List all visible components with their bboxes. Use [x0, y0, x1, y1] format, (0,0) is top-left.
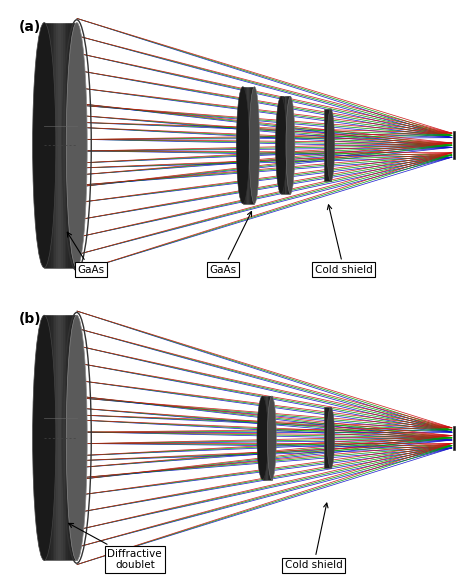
Polygon shape	[268, 396, 269, 480]
Polygon shape	[77, 23, 78, 268]
Polygon shape	[65, 23, 66, 268]
Polygon shape	[72, 315, 73, 560]
Polygon shape	[55, 315, 56, 560]
Polygon shape	[44, 315, 46, 560]
Polygon shape	[266, 396, 267, 480]
Polygon shape	[44, 315, 77, 560]
Ellipse shape	[33, 315, 56, 560]
Polygon shape	[77, 315, 78, 560]
Polygon shape	[290, 96, 291, 194]
Text: GaAs: GaAs	[210, 212, 252, 275]
Polygon shape	[61, 23, 63, 268]
Ellipse shape	[327, 109, 335, 181]
Text: Cold shield: Cold shield	[315, 205, 373, 275]
Polygon shape	[251, 87, 252, 203]
Polygon shape	[73, 23, 75, 268]
Polygon shape	[60, 315, 61, 560]
Polygon shape	[281, 96, 282, 194]
Polygon shape	[246, 87, 247, 203]
Polygon shape	[263, 396, 264, 480]
Polygon shape	[250, 87, 251, 203]
Ellipse shape	[257, 396, 268, 480]
Ellipse shape	[286, 96, 295, 194]
Polygon shape	[48, 23, 49, 268]
Polygon shape	[51, 315, 53, 560]
Polygon shape	[249, 87, 250, 203]
Polygon shape	[281, 96, 291, 194]
Polygon shape	[75, 23, 77, 268]
Ellipse shape	[275, 96, 287, 194]
Polygon shape	[243, 87, 255, 203]
Polygon shape	[53, 23, 55, 268]
Polygon shape	[263, 396, 272, 480]
Polygon shape	[272, 396, 273, 480]
Polygon shape	[44, 23, 77, 268]
Polygon shape	[271, 396, 272, 480]
Polygon shape	[66, 23, 68, 268]
Polygon shape	[66, 315, 68, 560]
Polygon shape	[248, 87, 249, 203]
Polygon shape	[51, 23, 53, 268]
Polygon shape	[252, 87, 253, 203]
Polygon shape	[56, 315, 58, 560]
Polygon shape	[284, 96, 285, 194]
Polygon shape	[264, 396, 265, 480]
Polygon shape	[269, 396, 270, 480]
Ellipse shape	[66, 23, 87, 268]
Polygon shape	[55, 23, 56, 268]
Polygon shape	[286, 96, 287, 194]
Polygon shape	[63, 315, 64, 560]
Polygon shape	[72, 23, 73, 268]
Ellipse shape	[249, 87, 260, 203]
Polygon shape	[453, 426, 455, 449]
Polygon shape	[60, 23, 61, 268]
Polygon shape	[254, 87, 255, 203]
Polygon shape	[285, 96, 286, 194]
Polygon shape	[70, 315, 72, 560]
Polygon shape	[283, 96, 284, 194]
Text: (b): (b)	[18, 312, 41, 326]
Polygon shape	[243, 87, 244, 203]
Polygon shape	[70, 23, 72, 268]
Polygon shape	[324, 407, 331, 469]
Polygon shape	[265, 396, 266, 480]
Text: Diffractive
doublet: Diffractive doublet	[69, 524, 162, 570]
Ellipse shape	[327, 407, 335, 469]
Polygon shape	[270, 396, 271, 480]
Polygon shape	[58, 315, 60, 560]
Polygon shape	[61, 315, 63, 560]
Polygon shape	[58, 23, 60, 268]
Polygon shape	[247, 87, 248, 203]
Text: Cold shield: Cold shield	[285, 503, 343, 570]
Ellipse shape	[237, 87, 249, 203]
Polygon shape	[65, 315, 66, 560]
Polygon shape	[53, 315, 55, 560]
Polygon shape	[56, 23, 58, 268]
Polygon shape	[287, 96, 288, 194]
Polygon shape	[68, 315, 70, 560]
Polygon shape	[48, 315, 49, 560]
Polygon shape	[63, 23, 64, 268]
Polygon shape	[453, 131, 455, 159]
Polygon shape	[46, 23, 47, 268]
Polygon shape	[288, 96, 289, 194]
Polygon shape	[46, 315, 47, 560]
Polygon shape	[282, 96, 283, 194]
Ellipse shape	[66, 315, 87, 560]
Polygon shape	[244, 87, 245, 203]
Polygon shape	[49, 23, 51, 268]
Polygon shape	[75, 315, 77, 560]
Polygon shape	[324, 109, 331, 181]
Polygon shape	[73, 315, 75, 560]
Text: (a): (a)	[18, 20, 41, 34]
Polygon shape	[68, 23, 70, 268]
Polygon shape	[245, 87, 246, 203]
Text: GaAs: GaAs	[67, 232, 104, 275]
Ellipse shape	[267, 396, 276, 480]
Polygon shape	[49, 315, 51, 560]
Polygon shape	[44, 23, 46, 268]
Polygon shape	[289, 96, 290, 194]
Ellipse shape	[33, 23, 56, 268]
